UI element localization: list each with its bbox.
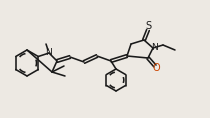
Text: N: N [45,48,51,57]
Text: O: O [152,63,160,73]
Text: N: N [151,42,158,51]
Text: S: S [145,21,151,31]
